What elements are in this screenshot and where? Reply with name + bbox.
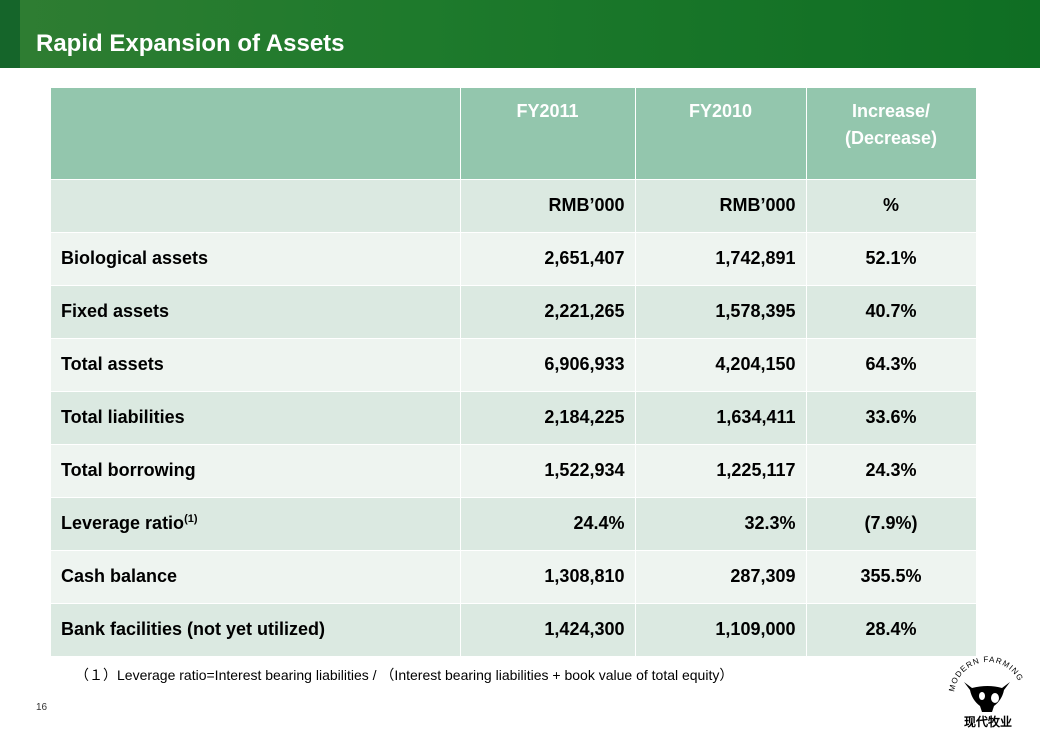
- row-change: (7.9%): [806, 497, 977, 551]
- units-label: [51, 179, 461, 233]
- row-fy2011: 1,308,810: [460, 550, 636, 604]
- table-row: Leverage ratio(1) 24.4% 32.3% (7.9%): [51, 497, 977, 551]
- footnote: （１）Leverage ratio=Interest bearing liabi…: [75, 667, 734, 683]
- header-change: Increase/ (Decrease): [806, 88, 977, 180]
- header-fy2010: FY2010: [635, 88, 807, 180]
- table-row: Total borrowing 1,522,934 1,225,117 24.3…: [51, 444, 977, 498]
- row-fy2010: 287,309: [635, 550, 807, 604]
- row-fy2010: 1,225,117: [635, 444, 807, 498]
- row-change: 33.6%: [806, 391, 977, 445]
- row-fy2011: 2,651,407: [460, 232, 636, 286]
- row-label: Bank facilities (not yet utilized): [51, 603, 461, 657]
- row-label: Total assets: [51, 338, 461, 392]
- title-bar: Rapid Expansion of Assets: [0, 0, 1040, 68]
- page-number: 16: [36, 702, 48, 713]
- cow-head-icon: MODERN FARMING 现代牧业: [947, 655, 1024, 729]
- row-fy2010: 1,578,395: [635, 285, 807, 339]
- modern-farming-logo: MODERN FARMING 现代牧业: [942, 654, 1032, 729]
- units-row: RMB’000 RMB’000 %: [51, 179, 977, 233]
- row-fy2010: 1,109,000: [635, 603, 807, 657]
- slide-title: Rapid Expansion of Assets: [36, 30, 345, 57]
- row-change: 64.3%: [806, 338, 977, 392]
- row-fy2011: 1,424,300: [460, 603, 636, 657]
- table-row: Cash balance 1,308,810 287,309 355.5%: [51, 550, 977, 604]
- leverage-label-text: Leverage ratio: [61, 513, 185, 533]
- units-fy2011: RMB’000: [460, 179, 636, 233]
- row-fy2010: 32.3%: [635, 497, 807, 551]
- table-row: Total liabilities 2,184,225 1,634,411 33…: [51, 391, 977, 445]
- row-fy2011: 6,906,933: [460, 338, 636, 392]
- row-change: 52.1%: [806, 232, 977, 286]
- row-label: Total borrowing: [51, 444, 461, 498]
- table-row: Fixed assets 2,221,265 1,578,395 40.7%: [51, 285, 977, 339]
- row-fy2010: 4,204,150: [635, 338, 807, 392]
- table-row: Total assets 6,906,933 4,204,150 64.3%: [51, 338, 977, 392]
- table-row: Biological assets 2,651,407 1,742,891 52…: [51, 232, 977, 286]
- row-change: 40.7%: [806, 285, 977, 339]
- units-fy2010: RMB’000: [635, 179, 807, 233]
- row-fy2011: 2,184,225: [460, 391, 636, 445]
- footnote-marker: (1): [184, 513, 198, 525]
- assets-table: FY2011 FY2010 Increase/ (Decrease) RMB’0…: [51, 88, 977, 657]
- row-fy2010: 1,634,411: [635, 391, 807, 445]
- units-change: %: [806, 179, 977, 233]
- table-header-row: FY2011 FY2010 Increase/ (Decrease): [51, 88, 977, 180]
- row-label: Leverage ratio(1): [51, 497, 461, 551]
- row-fy2011: 24.4%: [460, 497, 636, 551]
- row-label: Biological assets: [51, 232, 461, 286]
- row-fy2011: 2,221,265: [460, 285, 636, 339]
- logo-chinese-text: 现代牧业: [964, 714, 1012, 729]
- header-fy2011: FY2011: [460, 88, 636, 180]
- row-change: 28.4%: [806, 603, 977, 657]
- row-change: 355.5%: [806, 550, 977, 604]
- table-row: Bank facilities (not yet utilized) 1,424…: [51, 603, 977, 657]
- row-label: Fixed assets: [51, 285, 461, 339]
- row-fy2011: 1,522,934: [460, 444, 636, 498]
- row-fy2010: 1,742,891: [635, 232, 807, 286]
- title-bar-accent: [0, 0, 20, 68]
- row-label: Total liabilities: [51, 391, 461, 445]
- row-change: 24.3%: [806, 444, 977, 498]
- row-label: Cash balance: [51, 550, 461, 604]
- header-label-cell: [51, 88, 461, 180]
